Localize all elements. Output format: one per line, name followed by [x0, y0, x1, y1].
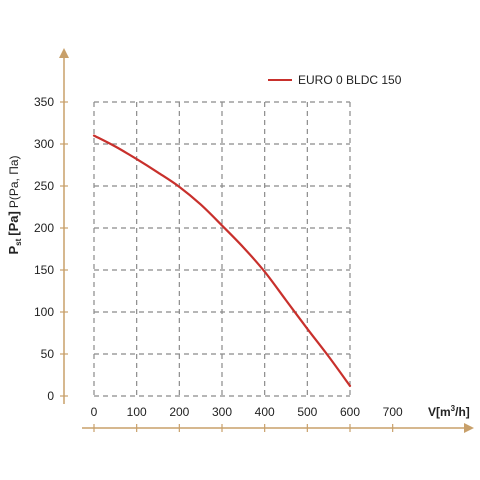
grid-lines: [93, 101, 351, 397]
x-tick-labels: 0 100 200 300 400 500 600 700: [91, 405, 403, 432]
axes: [59, 48, 474, 433]
series-lines: [92, 134, 352, 388]
y-tick-label: 350: [34, 95, 54, 109]
y-axis-label: Pst [Pa] P(Pa, Па): [6, 155, 23, 254]
x-axis-label: V[m3/h]: [428, 404, 470, 419]
y-tick-label: 300: [34, 137, 54, 151]
x-tick-label: 0: [91, 405, 98, 419]
x-label-end: /h]: [455, 405, 470, 419]
x-tick-label: 500: [297, 405, 317, 419]
y-tick-labels: 0 50 100 150 200 250 300 350: [34, 95, 68, 403]
x-tick-label: 200: [169, 405, 189, 419]
y-tick-label: 200: [34, 221, 54, 235]
y-tick-label: 50: [41, 347, 55, 361]
series-line-euro-0-bldc-150: [92, 134, 352, 388]
x-tick-label: 400: [255, 405, 275, 419]
y-tick-label: 250: [34, 179, 54, 193]
y-label-unit: [Pa]: [6, 211, 21, 236]
legend-label: EURO 0 BLDC 150: [298, 73, 402, 87]
legend: EURO 0 BLDC 150: [268, 73, 402, 87]
y-tick-label: 150: [34, 263, 54, 277]
x-label-sup: 3: [451, 404, 456, 413]
x-tick-label: 300: [212, 405, 232, 419]
y-label-sub: st: [14, 238, 23, 245]
y-tick-label: 0: [47, 389, 54, 403]
y-label-alt: P(Pa, Па): [7, 155, 21, 208]
y-tick-label: 100: [34, 305, 54, 319]
x-tick-label: 600: [340, 405, 360, 419]
x-tick-label: 700: [383, 405, 403, 419]
x-label-main: V[m: [428, 405, 451, 419]
svg-text:Pst[Pa]P(Pa, Па): Pst [Pa] P(Pa, Па): [6, 155, 23, 254]
y-label-main: P: [6, 246, 21, 255]
x-tick-label: 100: [127, 405, 147, 419]
